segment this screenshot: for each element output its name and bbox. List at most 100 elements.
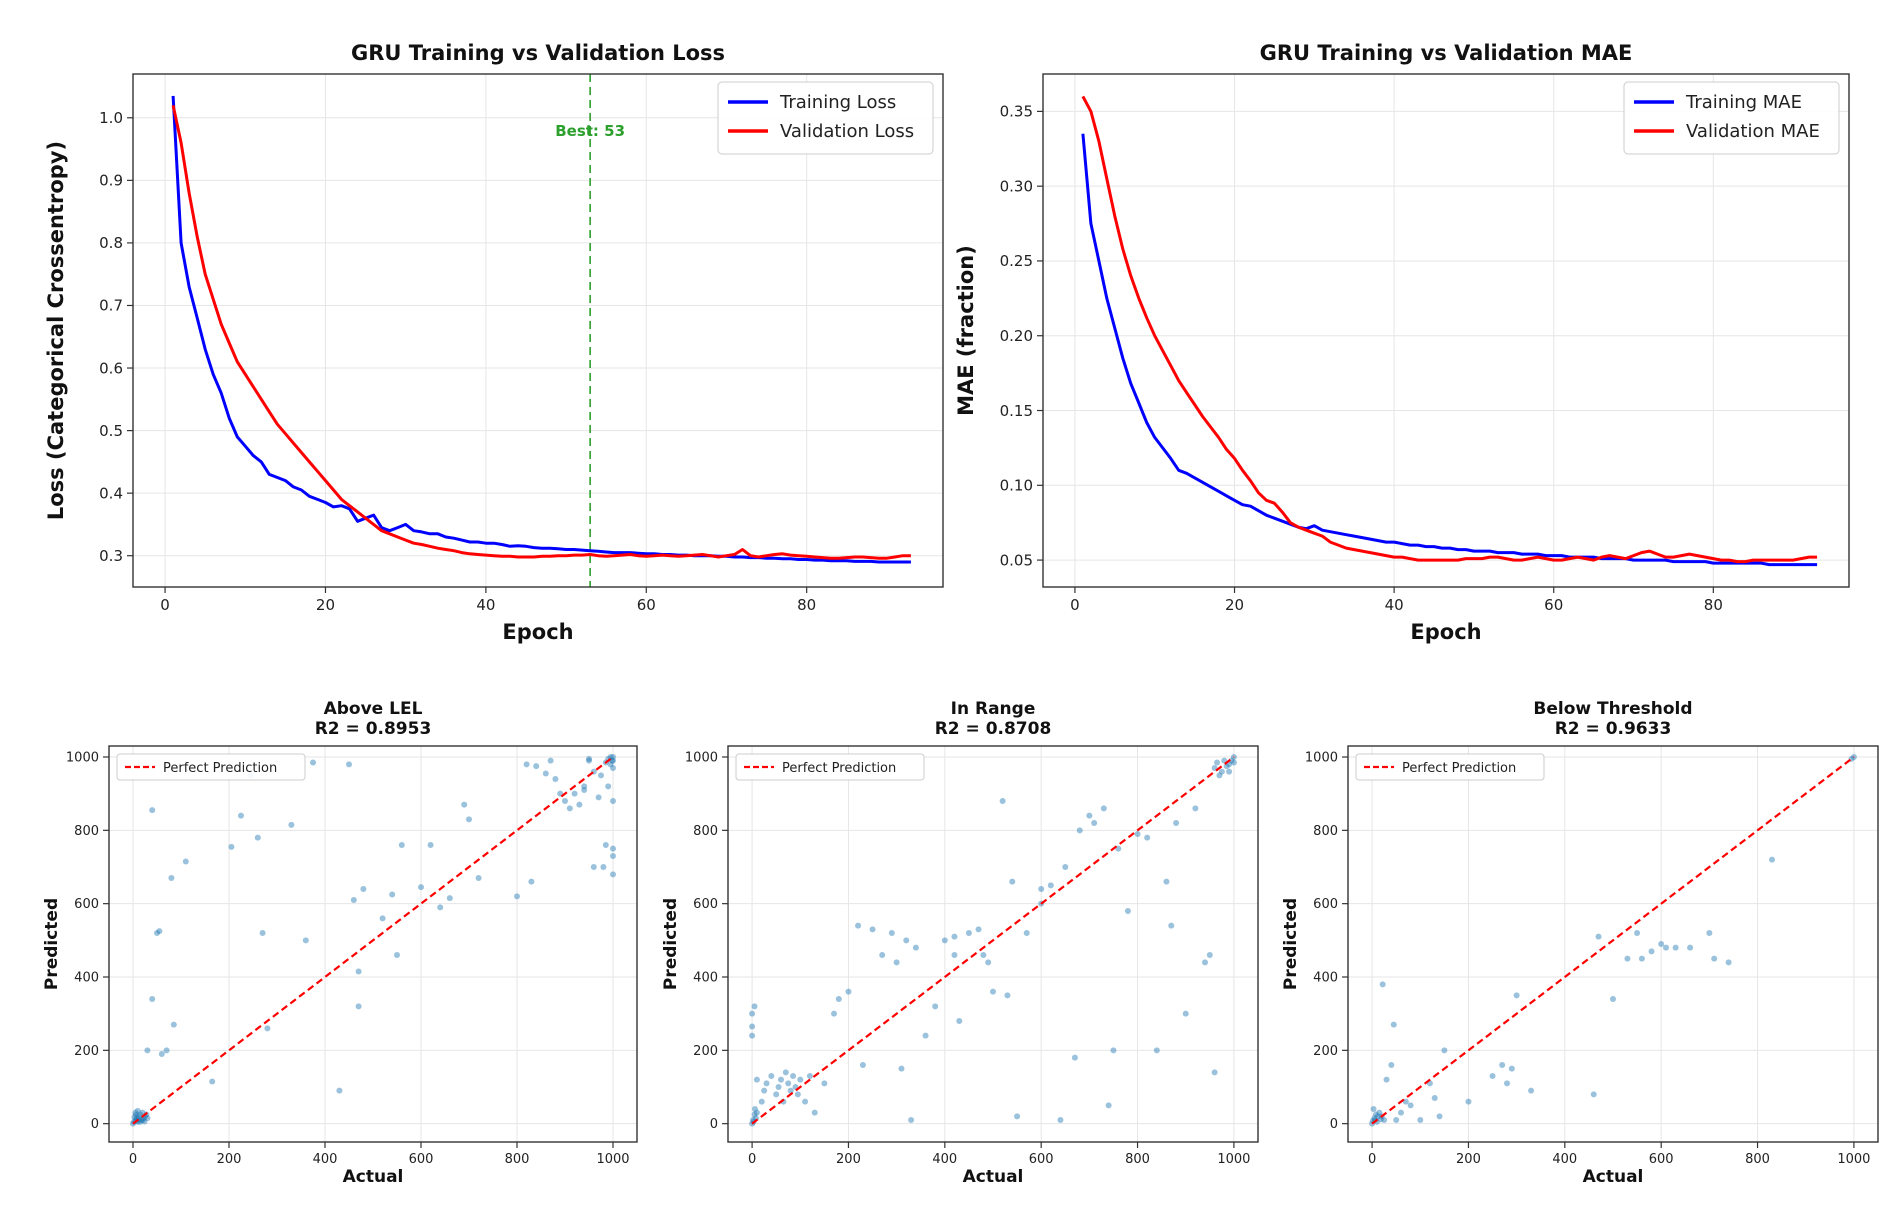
x-tick-label: 200 <box>1456 1152 1481 1167</box>
series-line-1 <box>171 104 911 560</box>
scatter-point <box>600 864 607 870</box>
x-tick-label: 80 <box>797 596 816 614</box>
grid <box>728 746 1258 1142</box>
chart-title: GRU Training vs Validation MAE <box>1260 41 1633 65</box>
scatter-point <box>1023 930 1030 936</box>
scatter-point <box>922 1032 929 1039</box>
y-tick-label: 600 <box>1313 897 1338 912</box>
scatter-point <box>1223 763 1230 770</box>
scatter-point <box>170 1021 177 1028</box>
loss-chart: 0 20 40 60 80 0.3 0.4 0.5 0.6 0.7 0.8 0.9 1.0 Best: 5… <box>44 41 944 644</box>
x-tick-label: 600 <box>1029 1152 1054 1167</box>
scatter-point <box>1202 959 1208 966</box>
scatter-point <box>610 845 616 852</box>
scatter-point <box>1383 1076 1390 1083</box>
scatter-point <box>437 904 444 911</box>
scatter-point <box>610 853 616 859</box>
plot-area <box>130 754 616 1127</box>
scatter-point <box>607 761 614 768</box>
scatter-point <box>1105 1102 1112 1109</box>
legend: Perfect Prediction <box>116 753 306 781</box>
scatter-point <box>1376 1109 1383 1116</box>
scatter-point <box>785 1080 792 1087</box>
scatter-point <box>888 930 895 936</box>
scatter-point <box>389 891 396 898</box>
scatter-point <box>355 968 362 975</box>
scatter-point <box>1672 944 1679 951</box>
scatter-point <box>1624 955 1631 962</box>
x-tick-label: 400 <box>313 1152 338 1167</box>
scatter-point <box>1168 922 1175 929</box>
scatter-point <box>753 1076 760 1083</box>
legend-box <box>1355 753 1545 781</box>
scatter-point <box>1218 768 1225 775</box>
scatter-point <box>1610 996 1616 1002</box>
scatter-point <box>1004 992 1011 999</box>
scatter-point <box>264 1025 271 1032</box>
scatter-point <box>1528 1087 1535 1094</box>
x-tick-label: 40 <box>1385 596 1404 614</box>
y-tick-label: 0.3 <box>99 547 123 565</box>
x-tick-label: 800 <box>505 1152 530 1167</box>
scatter-point <box>1134 831 1141 837</box>
x-tick-label: 800 <box>1125 1152 1150 1167</box>
y-tick-label: 800 <box>74 824 99 839</box>
scatter-point <box>141 1118 148 1125</box>
x-tick-label: 80 <box>1704 596 1723 614</box>
scatter-point <box>1091 820 1098 826</box>
plot-area <box>1081 95 1818 567</box>
scatter-point <box>1374 1113 1381 1120</box>
scatter-point <box>1499 1062 1506 1068</box>
legend: Perfect Prediction <box>735 753 925 781</box>
x-axis-label: Actual <box>963 1167 1024 1187</box>
best-epoch-label: Best: 53 <box>555 122 625 140</box>
scatter-point <box>1465 1098 1472 1105</box>
scatter-point <box>932 1003 939 1010</box>
scatter-point <box>355 1003 362 1010</box>
scatter-point <box>1595 933 1602 940</box>
scatter-point <box>1014 1113 1021 1120</box>
y-axis-label: Predicted <box>42 898 62 990</box>
legend: Training Loss Validation Loss <box>717 81 934 155</box>
legend-label: Perfect Prediction <box>163 761 277 776</box>
x-tick-label: 0 <box>1070 596 1080 614</box>
scatter-point <box>528 878 535 885</box>
y-tick-label: 0.8 <box>99 234 123 252</box>
x-tick-label: 600 <box>409 1152 434 1167</box>
scatter-point <box>941 937 948 944</box>
scatter-point <box>1441 1047 1448 1054</box>
axes-frame <box>1347 745 1879 1143</box>
scatter-point <box>163 1047 170 1054</box>
mae-chart: 0 20 40 60 80 0.05 0.10 0.15 0.20 0.25 0.30 0.35 GRU… <box>954 41 1850 644</box>
x-tick-label: 200 <box>217 1152 242 1167</box>
scatter-point <box>951 933 958 940</box>
scatter-point <box>790 1073 797 1079</box>
scatter-point <box>1071 1054 1078 1061</box>
scatter-point <box>1100 805 1107 812</box>
y-tick-label: 0.6 <box>99 359 123 377</box>
scatter-point <box>835 996 842 1002</box>
legend-label: Validation Loss <box>780 121 914 142</box>
scatter-point <box>466 816 472 823</box>
scatter-point <box>610 798 616 804</box>
scatter-point <box>610 871 616 878</box>
scatter-point <box>879 952 886 958</box>
scatter-point <box>598 772 604 779</box>
scatter-point <box>802 1098 809 1105</box>
chart-title: GRU Training vs Validation Loss <box>351 41 725 65</box>
scatter-point <box>845 988 852 995</box>
scatter-point <box>336 1087 343 1094</box>
scatter-point <box>514 893 520 900</box>
scatter-point <box>893 959 900 966</box>
scatter-point <box>980 952 987 958</box>
scatter-point <box>999 798 1006 804</box>
scatter-point <box>132 1111 139 1118</box>
y-tick-label: 0 <box>710 1117 718 1132</box>
scatter-point <box>751 1003 758 1010</box>
series-line-1 <box>1081 95 1818 564</box>
scatter-point <box>1388 1062 1395 1068</box>
scatter-point <box>1228 757 1235 764</box>
x-tick-label: 1000 <box>1217 1152 1250 1167</box>
axes-frame <box>108 745 638 1143</box>
